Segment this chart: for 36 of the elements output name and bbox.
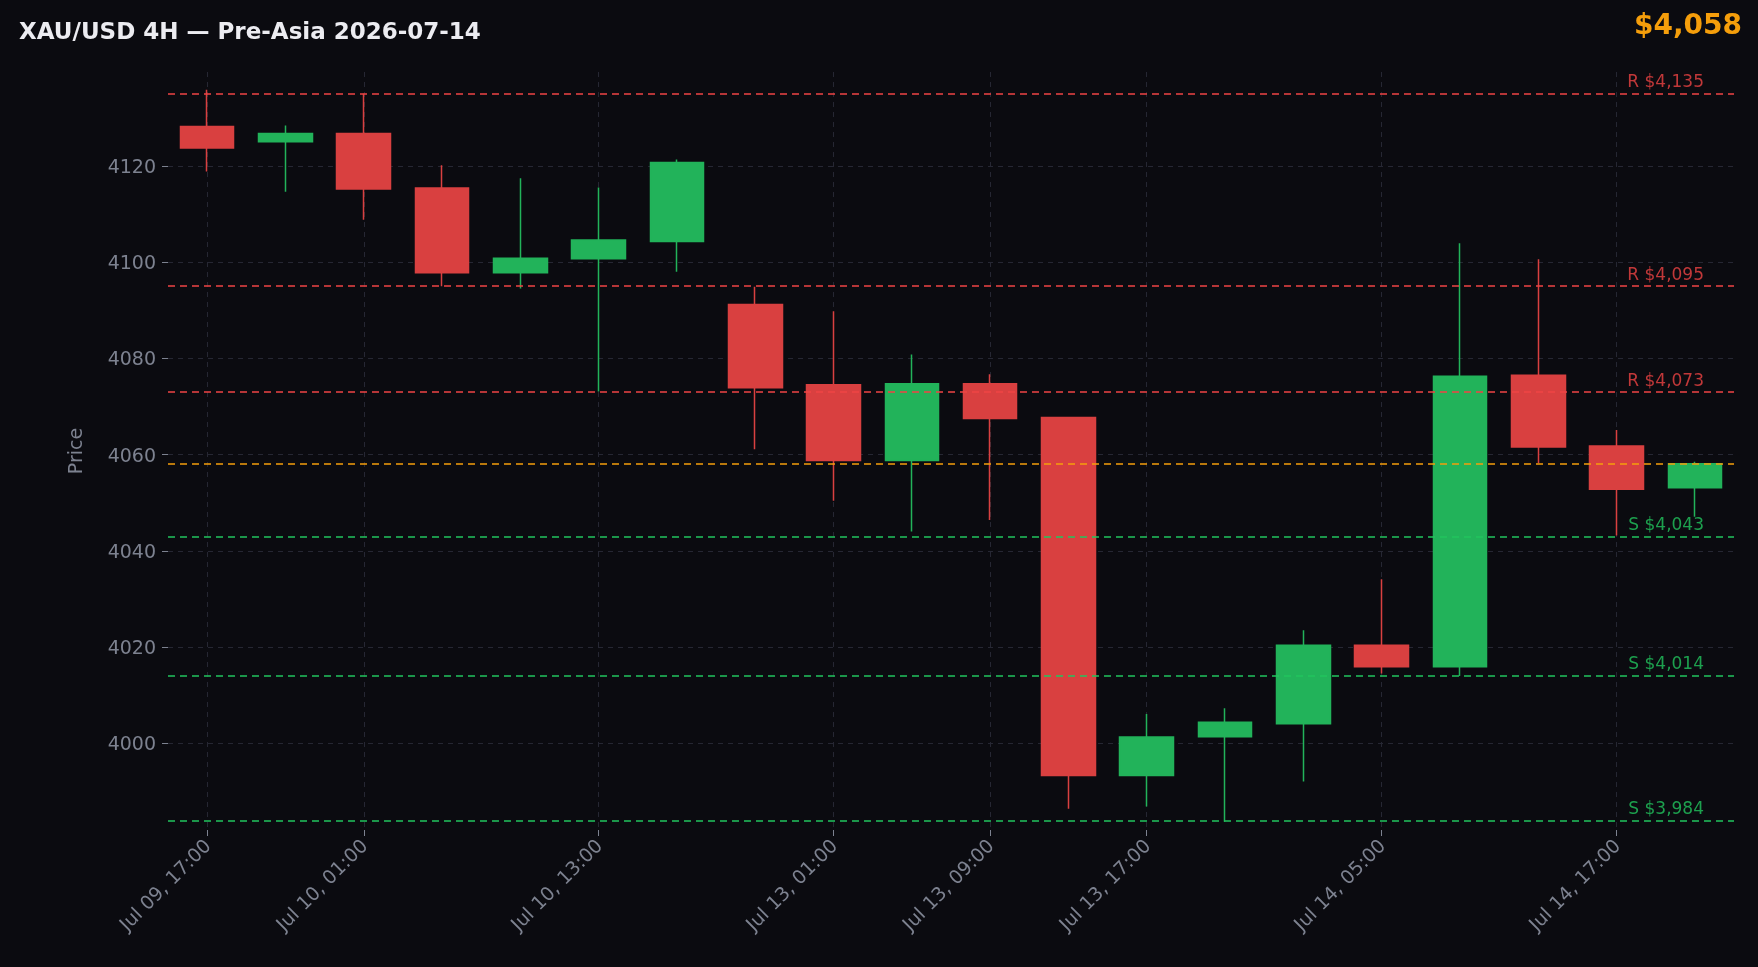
candlestick	[1118, 713, 1175, 808]
candlestick	[1040, 416, 1097, 810]
candlestick	[1197, 707, 1253, 823]
y-tick-label: 4060	[107, 443, 156, 466]
y-tick-label: 4040	[107, 539, 156, 562]
ref-line-label: S $4,043	[1628, 513, 1704, 534]
y-tick-label: 4120	[107, 154, 156, 177]
candlestick	[1510, 258, 1567, 465]
text: $4,058	[1633, 7, 1743, 41]
y-axis-title: Price	[63, 427, 86, 475]
y-tick-label: 4080	[107, 347, 156, 370]
y-tick-label: 4000	[107, 732, 156, 755]
ref-line-label: S $3,984	[1628, 797, 1704, 818]
candlestick	[570, 186, 627, 393]
candlestick	[335, 92, 392, 221]
ref-line-label: R $4,095	[1627, 263, 1704, 284]
candlestick	[179, 89, 235, 173]
candlestick	[1353, 578, 1410, 675]
candlestick	[1588, 429, 1645, 537]
candlestick	[649, 158, 705, 273]
candlestick	[727, 285, 784, 451]
candlestick	[1275, 629, 1332, 783]
ref-line-label: R $4,073	[1627, 369, 1704, 390]
candlestick	[1432, 242, 1488, 677]
candlestick	[492, 177, 549, 290]
chart-title: XAU/USD 4H — Pre-Asia 2026-07-14	[19, 17, 481, 44]
ref-line-label: R $4,135	[1627, 71, 1704, 92]
candlestick	[805, 310, 862, 502]
candlestick	[884, 353, 940, 533]
candlestick	[414, 164, 470, 287]
candlestick	[962, 373, 1018, 521]
y-tick-label: 4100	[107, 251, 156, 274]
candlestick	[1667, 461, 1723, 518]
y-tick-label: 4020	[107, 636, 156, 659]
ref-line-label: S $4,014	[1628, 653, 1704, 674]
candlestick	[257, 124, 314, 193]
